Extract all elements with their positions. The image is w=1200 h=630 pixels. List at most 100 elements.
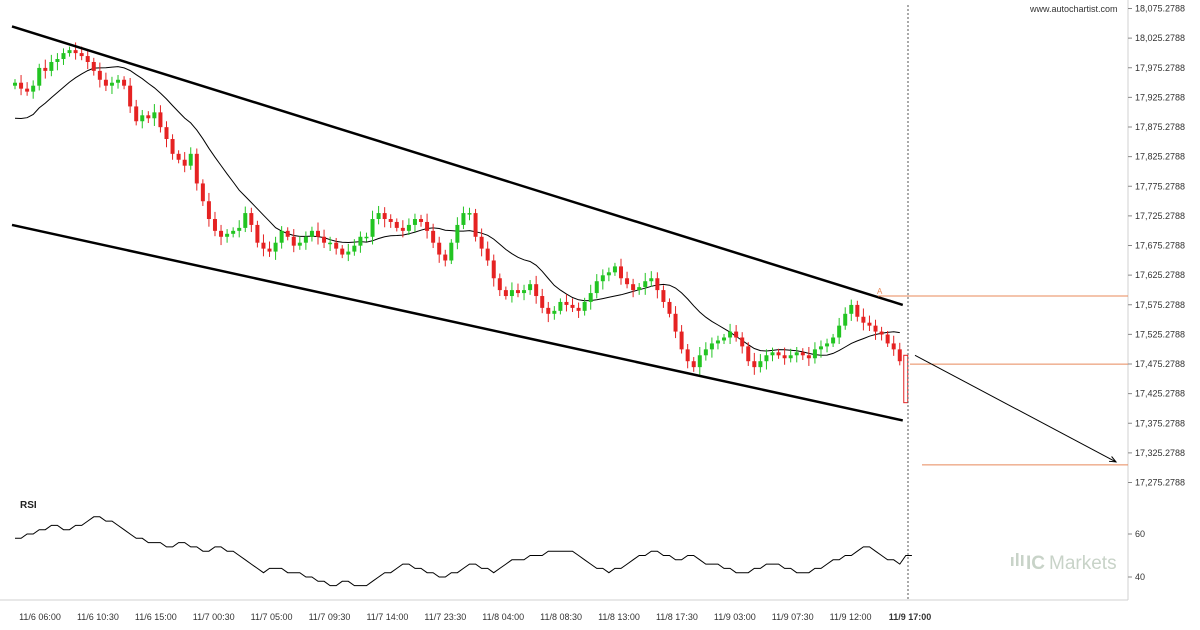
y-tick-label: 17,275.2788 [1135, 478, 1185, 488]
candle-body [19, 82, 24, 89]
rsi-panel: 60 40 [15, 516, 1145, 587]
candle-body [91, 61, 96, 71]
candle-body [49, 61, 54, 71]
x-tick-label: 11/9 12:00 [830, 612, 872, 622]
candle-body [661, 290, 666, 302]
forecast-arrow [914, 354, 1118, 463]
candle-body [97, 70, 102, 80]
candle-body [855, 304, 860, 317]
logo-bar-icon [1021, 555, 1024, 566]
candle-body [340, 248, 345, 255]
candle-body [194, 153, 199, 184]
candle-body [43, 67, 48, 71]
x-tick-label: 11/6 06:00 [19, 612, 61, 622]
candle-body [825, 343, 830, 347]
candle-body [800, 352, 805, 356]
pattern-levels [878, 295, 1128, 466]
candle-body [612, 266, 617, 273]
candle-body [473, 213, 478, 237]
x-tick-label: 11/8 04:00 [482, 612, 524, 622]
candle-body [164, 127, 169, 140]
candle-body [594, 281, 599, 294]
candle-body [649, 278, 654, 282]
candle-body [249, 213, 254, 225]
candle-body [740, 337, 745, 347]
time-axis: 11/6 06:00 11/6 10:30 11/6 15:00 11/7 00:30… [19, 612, 931, 622]
candle-body [13, 82, 17, 86]
candle-body [67, 50, 72, 54]
y-tick-label: 17,375.2788 [1135, 418, 1185, 428]
y-tick-label: 17,975.2788 [1135, 63, 1185, 73]
candle-body [534, 284, 539, 297]
rsi-tick-label: 40 [1135, 572, 1145, 582]
candle-body [358, 236, 363, 246]
rsi-title: RSI [20, 500, 37, 511]
x-tick-label: 11/8 08:30 [540, 612, 582, 622]
x-tick-label: 11/8 13:00 [598, 612, 640, 622]
y-tick-label: 17,475.2788 [1135, 359, 1185, 369]
candle-body [31, 85, 36, 92]
candle-body [673, 313, 678, 332]
x-tick-label: 11/9 03:00 [714, 612, 756, 622]
y-tick-label: 17,925.2788 [1135, 92, 1185, 102]
candle-body [582, 301, 587, 311]
candle-body [285, 230, 290, 237]
candle-body [370, 219, 375, 237]
candle-body [425, 221, 430, 231]
moving-average [14, 66, 900, 356]
candle-body [437, 242, 442, 255]
candle-body [794, 352, 799, 356]
candle-body [843, 313, 848, 326]
candle-body [316, 230, 320, 237]
y-tick-label: 17,625.2788 [1135, 270, 1185, 280]
candle-body [255, 224, 260, 243]
forecast-arrowhead-icon [1108, 456, 1118, 463]
candle-body [79, 53, 84, 57]
candle-body [485, 248, 490, 261]
candle-body [352, 245, 357, 252]
candle-body [388, 219, 393, 222]
candle-body [685, 349, 690, 362]
candle-body [322, 236, 327, 243]
candle-body [261, 242, 266, 249]
x-tick-label: 11/6 15:00 [135, 612, 177, 622]
candle-body [885, 334, 890, 344]
candle-body [879, 331, 884, 335]
candle-body [897, 349, 902, 362]
candle-body [146, 115, 151, 119]
candle-body [328, 242, 333, 245]
candle-body [231, 230, 236, 234]
x-tick-label: 11/8 17:30 [656, 612, 698, 622]
candle-body [812, 349, 817, 359]
y-tick-label: 17,525.2788 [1135, 329, 1185, 339]
candle-body [279, 230, 284, 243]
logo-bar-icon [1011, 557, 1014, 566]
candle-body [188, 153, 193, 166]
candle-body [497, 278, 502, 291]
candle-body [540, 296, 545, 308]
candle-body [152, 112, 157, 119]
rsi-tick-label: 60 [1135, 529, 1145, 539]
candle-body [267, 248, 272, 252]
candle-body [225, 233, 230, 237]
candle-body [637, 287, 642, 291]
candle-body [576, 307, 581, 311]
chart-grid [0, 0, 1129, 601]
forecast-line [914, 354, 1117, 463]
candle-body [552, 310, 557, 314]
candle-body [176, 153, 181, 160]
candle-body [758, 361, 763, 368]
candle-body [764, 355, 769, 362]
candle-body [515, 290, 520, 294]
candle-body [546, 307, 551, 314]
candle-body [412, 219, 417, 225]
candle-body [140, 115, 145, 122]
y-tick-label: 17,675.2788 [1135, 241, 1185, 251]
candle-body [103, 79, 108, 86]
candle-body [570, 304, 575, 308]
candle-body [61, 53, 66, 60]
candle-body [467, 213, 472, 215]
candle-body [443, 254, 448, 261]
candle-body [206, 201, 211, 220]
